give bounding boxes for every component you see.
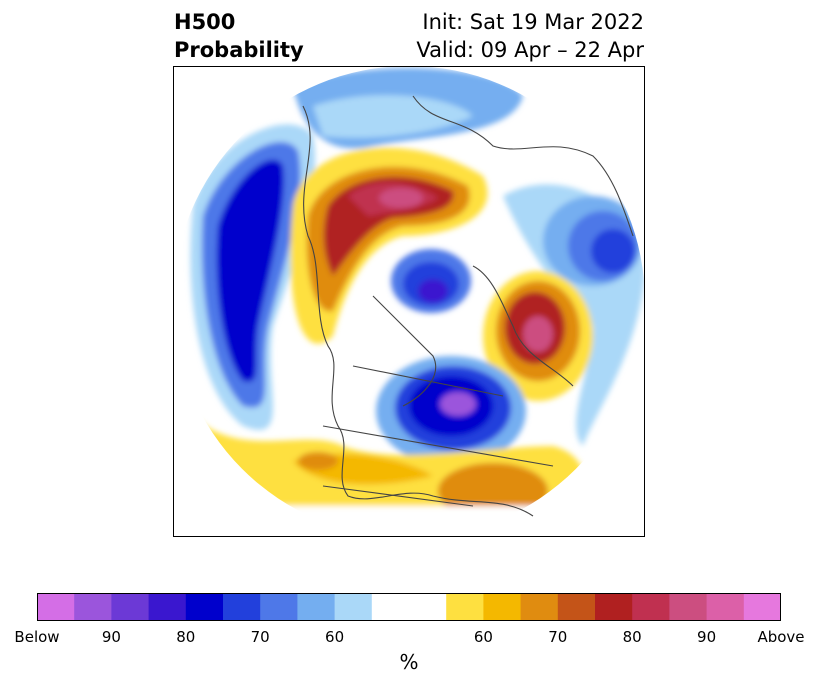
colorbar-segment bbox=[371, 593, 410, 621]
colorbar-segment bbox=[706, 593, 745, 621]
colorbar bbox=[37, 593, 781, 621]
init-date: Init: Sat 19 Mar 2022 bbox=[422, 10, 644, 34]
colorbar-tick-label: 60 bbox=[325, 628, 345, 646]
colorbar-segment bbox=[334, 593, 373, 621]
colorbar-segment bbox=[37, 593, 75, 621]
colorbar-tick-label: 80 bbox=[176, 628, 196, 646]
probability-map bbox=[173, 66, 645, 537]
colorbar-tick-label: Above bbox=[757, 628, 805, 646]
colorbar-segment bbox=[557, 593, 596, 621]
colorbar-tick-label: 70 bbox=[250, 628, 270, 646]
map-title-right: Init: Sat 19 Mar 2022 Valid: 09 Apr – 22… bbox=[416, 8, 644, 64]
coastlines bbox=[302, 95, 634, 517]
colorbar-unit: % bbox=[399, 650, 419, 674]
colorbar-segment bbox=[669, 593, 708, 621]
colorbar-segment bbox=[595, 593, 633, 621]
probability-field bbox=[173, 66, 645, 537]
colorbar-tick-label: 60 bbox=[473, 628, 493, 646]
valid-period: Valid: 09 Apr – 22 Apr bbox=[416, 38, 644, 62]
colorbar-segment bbox=[223, 593, 261, 621]
colorbar-tick-label: 90 bbox=[101, 628, 121, 646]
colorbar-segment bbox=[148, 593, 187, 621]
map-title-left: H500 Probability bbox=[174, 8, 304, 64]
colorbar-tick-label: 80 bbox=[622, 628, 642, 646]
colorbar-segment bbox=[743, 593, 781, 621]
map-frame bbox=[173, 66, 645, 537]
colorbar-segment bbox=[297, 593, 336, 621]
title-variable: H500 bbox=[174, 10, 236, 34]
title-product: Probability bbox=[174, 38, 304, 62]
colorbar-segment bbox=[483, 593, 522, 621]
colorbar-segment bbox=[409, 593, 447, 621]
colorbar-tick-label: 70 bbox=[548, 628, 568, 646]
colorbar-segment bbox=[520, 593, 559, 621]
colorbar-tick-label: 90 bbox=[697, 628, 717, 646]
colorbar-segment bbox=[446, 593, 484, 621]
colorbar-segment bbox=[185, 593, 224, 621]
colorbar-segment bbox=[260, 593, 298, 621]
colorbar-segment bbox=[632, 593, 670, 621]
colorbar-tick-label: Below bbox=[14, 628, 60, 646]
colorbar-segment bbox=[111, 593, 150, 621]
colorbar-segment bbox=[74, 593, 112, 621]
